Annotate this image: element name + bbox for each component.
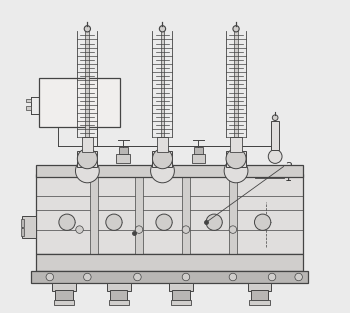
- Circle shape: [156, 214, 172, 230]
- Bar: [173, 290, 190, 300]
- Circle shape: [229, 273, 237, 281]
- Bar: [107, 283, 131, 291]
- Bar: [171, 300, 191, 305]
- Bar: [229, 174, 237, 254]
- Bar: [90, 174, 98, 254]
- Text: 1: 1: [285, 173, 292, 183]
- Bar: [36, 165, 303, 177]
- Bar: [85, 31, 89, 137]
- Bar: [226, 151, 246, 167]
- Circle shape: [77, 149, 97, 169]
- Bar: [55, 290, 73, 300]
- Circle shape: [59, 214, 75, 230]
- Circle shape: [229, 226, 237, 233]
- Bar: [250, 300, 270, 305]
- Bar: [169, 283, 193, 291]
- Circle shape: [226, 149, 246, 169]
- Bar: [82, 137, 93, 152]
- Bar: [157, 137, 168, 152]
- Circle shape: [84, 273, 91, 281]
- Circle shape: [76, 159, 99, 183]
- Circle shape: [268, 273, 276, 281]
- Circle shape: [84, 26, 91, 32]
- Circle shape: [76, 226, 83, 233]
- Circle shape: [206, 214, 222, 230]
- Circle shape: [295, 273, 302, 281]
- Circle shape: [254, 214, 271, 230]
- Circle shape: [135, 226, 143, 233]
- Bar: [22, 216, 36, 238]
- Bar: [36, 254, 303, 271]
- Bar: [230, 137, 241, 152]
- Bar: [191, 154, 205, 163]
- Bar: [119, 147, 128, 154]
- Bar: [251, 290, 268, 300]
- Circle shape: [159, 26, 166, 32]
- Bar: [21, 219, 24, 227]
- Circle shape: [134, 273, 141, 281]
- Circle shape: [106, 214, 122, 230]
- Bar: [26, 106, 31, 110]
- Bar: [31, 271, 308, 283]
- Bar: [117, 154, 130, 163]
- Bar: [271, 121, 279, 150]
- Bar: [110, 290, 127, 300]
- Circle shape: [182, 273, 190, 281]
- Bar: [21, 228, 24, 236]
- Circle shape: [233, 26, 239, 32]
- Bar: [161, 31, 164, 137]
- Circle shape: [224, 159, 248, 183]
- Text: 2: 2: [285, 162, 292, 172]
- Bar: [77, 151, 97, 167]
- Bar: [52, 283, 76, 291]
- Bar: [26, 99, 31, 102]
- Bar: [135, 174, 143, 254]
- Circle shape: [268, 150, 282, 163]
- Bar: [39, 78, 120, 127]
- Circle shape: [46, 273, 54, 281]
- Bar: [247, 283, 271, 291]
- Bar: [36, 174, 303, 254]
- Circle shape: [272, 115, 278, 121]
- Bar: [234, 31, 238, 137]
- Bar: [108, 300, 129, 305]
- Bar: [182, 174, 190, 254]
- Bar: [54, 300, 74, 305]
- Circle shape: [150, 159, 174, 183]
- Bar: [153, 151, 173, 167]
- Circle shape: [153, 149, 173, 169]
- Circle shape: [182, 226, 190, 233]
- Bar: [194, 147, 203, 154]
